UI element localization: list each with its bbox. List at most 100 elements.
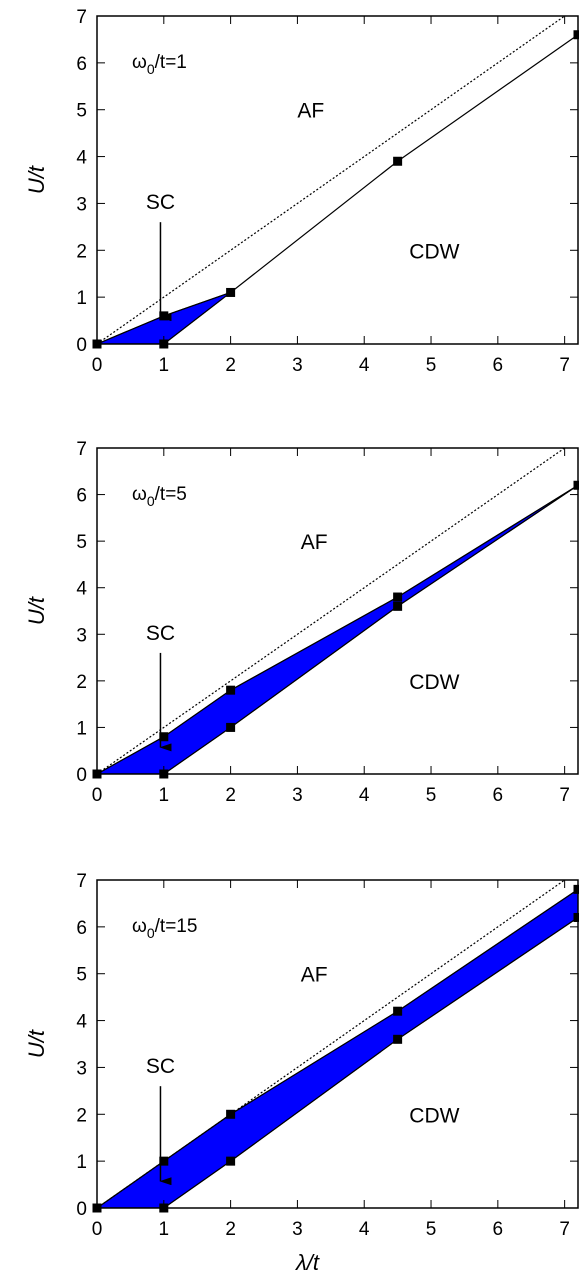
sc-label: SC (146, 1055, 175, 1078)
param-omega: ω (132, 916, 147, 937)
sc-label: SC (146, 191, 175, 214)
parameter-label: ω0/t=15 (132, 916, 197, 941)
param-suffix: /t=1 (155, 52, 187, 73)
x-tick-label: 2 (225, 785, 236, 806)
data-point (393, 601, 403, 611)
x-tick-label: 5 (426, 785, 437, 806)
plot-frame (96, 447, 579, 775)
x-tick-label: 2 (225, 355, 236, 376)
plot-frame (96, 879, 579, 1209)
y-tick-label: 4 (76, 148, 87, 169)
lower-boundary-line (97, 291, 231, 344)
x-tick-label: 0 (92, 1219, 103, 1240)
y-tick-label: 2 (76, 241, 87, 262)
data-point (573, 480, 579, 490)
x-tick-label: 5 (426, 355, 437, 376)
param-suffix: /t=5 (155, 484, 187, 505)
x-tick-label: 0 (92, 785, 103, 806)
data-point (226, 685, 236, 695)
region-label-cdw: CDW (409, 240, 459, 263)
region-label-af: AF (301, 964, 328, 987)
data-point (393, 1006, 403, 1016)
x-tick-label: 1 (159, 785, 170, 806)
x-tick-label: 7 (559, 1219, 570, 1240)
y-tick-label: 6 (76, 486, 87, 507)
y-tick-label: 0 (76, 1199, 87, 1220)
y-tick-label: 2 (76, 672, 87, 693)
y-tick-label: 1 (76, 718, 87, 739)
x-axis-title: λ/t (295, 1250, 320, 1275)
data-point (159, 1156, 169, 1166)
region-label-cdw: CDW (409, 671, 459, 694)
x-tick-label: 3 (292, 355, 303, 376)
data-point (226, 287, 236, 297)
param-subscript: 0 (147, 61, 155, 77)
data-point (393, 1034, 403, 1044)
plot-frame (96, 15, 579, 345)
x-tick-label: 7 (559, 785, 570, 806)
x-tick-label: 0 (92, 355, 103, 376)
y-tick-label: 1 (76, 288, 87, 309)
parameter-label: ω0/t=5 (132, 484, 187, 509)
y-tick-label: 3 (76, 1058, 87, 1079)
x-tick-label: 4 (359, 355, 370, 376)
y-tick-label: 4 (76, 1012, 87, 1033)
data-point (393, 592, 403, 602)
x-tick-label: 6 (493, 1219, 504, 1240)
param-omega: ω (132, 52, 147, 73)
y-tick-label: 0 (76, 765, 87, 786)
data-point (393, 156, 403, 166)
param-omega: ω (132, 484, 147, 505)
data-point (226, 1109, 236, 1119)
y-tick-label: 5 (76, 965, 87, 986)
y-tick-label: 6 (76, 918, 87, 939)
data-point (573, 30, 579, 40)
data-point (573, 884, 579, 894)
y-tick-label: 5 (76, 532, 87, 553)
y-tick-label: 5 (76, 101, 87, 122)
param-subscript: 0 (147, 925, 155, 941)
region-label-af: AF (301, 531, 328, 554)
y-tick-label: 1 (76, 1152, 87, 1173)
x-tick-label: 6 (493, 355, 504, 376)
parameter-label: ω0/t=1 (132, 52, 187, 77)
param-subscript: 0 (147, 493, 155, 509)
y-tick-label: 7 (76, 7, 87, 28)
x-tick-label: 7 (559, 355, 570, 376)
region-label-af: AF (297, 100, 324, 123)
data-point (159, 732, 169, 742)
y-axis-title: U/t (24, 596, 49, 625)
y-tick-label: 6 (76, 54, 87, 75)
y-tick-label: 3 (76, 625, 87, 646)
y-tick-label: 4 (76, 579, 87, 600)
x-tick-label: 6 (493, 785, 504, 806)
dotted-line (97, 16, 566, 344)
y-axis-title: U/t (24, 165, 49, 194)
param-suffix: /t=15 (155, 916, 198, 937)
y-axis-title: U/t (24, 1029, 49, 1058)
sc-label: SC (146, 622, 175, 645)
upper-boundary-line (97, 34, 578, 344)
x-tick-label: 5 (426, 1219, 437, 1240)
data-point (226, 1156, 236, 1166)
x-tick-label: 2 (225, 1219, 236, 1240)
y-tick-label: 3 (76, 194, 87, 215)
y-tick-label: 7 (76, 439, 87, 460)
x-tick-label: 1 (159, 355, 170, 376)
x-tick-label: 1 (159, 1219, 170, 1240)
y-tick-label: 2 (76, 1105, 87, 1126)
dotted-line (97, 448, 566, 774)
y-tick-label: 7 (76, 871, 87, 892)
region-label-cdw: CDW (409, 1104, 459, 1127)
x-tick-label: 3 (292, 785, 303, 806)
x-tick-label: 4 (359, 785, 370, 806)
y-tick-label: 0 (76, 335, 87, 356)
x-tick-label: 4 (359, 1219, 370, 1240)
data-point (226, 722, 236, 732)
x-tick-label: 3 (292, 1219, 303, 1240)
data-point (573, 912, 579, 922)
